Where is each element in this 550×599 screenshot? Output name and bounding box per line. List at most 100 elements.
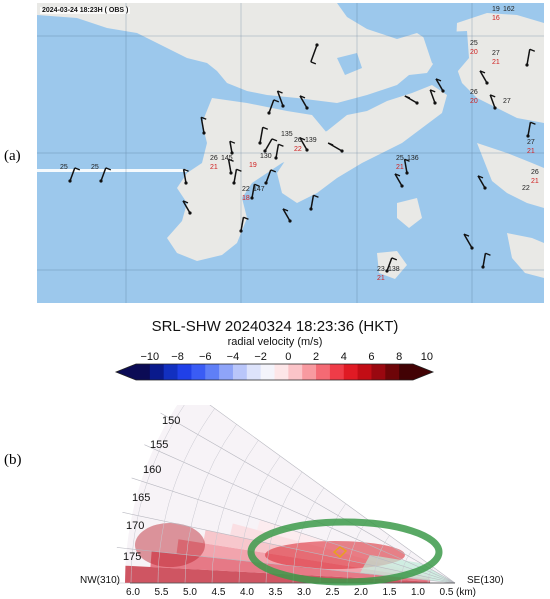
wind-barb [182,168,189,185]
weather-station: 27 [503,98,511,105]
station-temperature: 26 [210,155,218,162]
radar-range-label: 1.0 [411,587,425,598]
radar-right-direction-label: SE(130) [467,575,504,586]
radar-azimuth-label: 160 [143,464,161,476]
wind-barb [327,142,344,153]
wind-barb [263,138,278,153]
panel-label-b: (b) [4,452,22,468]
wind-barb [481,252,491,269]
station-value: 147 [253,186,265,193]
wind-barb [182,200,192,215]
wind-barb [239,216,249,233]
station-temperature: 26 [470,89,478,96]
colorbar-cell [302,364,317,380]
colorbar-cell [274,364,289,380]
wind-barb [404,95,419,105]
radar-left-direction-label: NW(310) [80,575,120,586]
colorbar-cell [399,364,414,380]
wind-barb [274,143,284,160]
wind-barb [200,116,207,135]
station-value: 130 [260,153,272,160]
colorbar-cell [136,364,151,380]
station-value: 138 [388,266,400,273]
wind-barb [229,140,236,155]
station-temperature: 22 [522,185,530,192]
wind-barb [68,167,81,183]
radar-velocity-core [135,523,205,567]
colorbar-label: radial velocity (m/s) [227,336,323,348]
colorbar-tick-label: 0 [285,351,291,363]
colorbar-title: SRL-SHW 20240324 18:23:36 (HKT) [151,318,399,335]
weather-station: 25 [91,164,99,171]
wind-barb [385,257,398,273]
wind-barb [489,94,497,110]
wind-barb [310,43,319,65]
wind-barb [526,121,536,138]
station-temperature: 25 [396,155,404,162]
radar-range-label: 5.0 [183,587,197,598]
radar-range-label: 1.5 [383,587,397,598]
radar-range-label: 0.5 [440,587,454,598]
radar-velocity-band [150,551,431,582]
highlight-ellipse [247,518,443,586]
colorbar-cell [385,364,400,380]
colorbar-tick-label: 4 [341,351,347,363]
station-red-value: 18 [242,195,250,202]
colorbar-tick-label: 2 [313,351,319,363]
radar-range-label: 2.0 [354,587,368,598]
radar-range-label: 4.5 [212,587,226,598]
colorbar-cell [163,364,178,380]
colorbar-cell [205,364,220,380]
radar-azimuth-label: 170 [126,520,144,532]
colorbar-cell [191,364,206,380]
radar-range-label: 5.5 [155,587,169,598]
station-red-value: 21 [377,275,385,282]
colorbar-tick-label: −10 [141,351,160,363]
colorbar-tick-label: 10 [421,351,433,363]
station-red-value: 21 [210,164,218,171]
wind-barb [479,70,489,85]
wind-barb [429,89,437,105]
colorbar: SRL-SHW 20240324 18:23:36 (HKT) radial v… [0,318,550,388]
radar-range-label: 4.0 [240,587,254,598]
wind-barb [227,158,234,175]
weather-station: 25 [60,164,68,171]
station-value: 136 [407,155,419,162]
radar-marker [332,546,348,559]
station-red-value: 21 [531,178,539,185]
radar-azimuth-label: 175 [123,551,141,563]
wind-barb [435,78,445,93]
weather-station: 135 [281,131,293,138]
colorbar-extend-left [116,364,136,380]
colorbar-cell [260,364,275,380]
colorbar-cell [371,364,386,380]
station-temperature: 25 [60,164,68,171]
radar-azimuth-label: 150 [162,415,180,427]
station-temperature: 26 [531,169,539,176]
colorbar-tick-label: −2 [254,351,267,363]
station-value: 145 [221,155,233,162]
weather-station: 22 [522,185,530,192]
colorbar-cell [232,364,248,380]
panel-label-a: (a) [4,148,21,164]
station-value: 162 [503,6,515,13]
station-value: 139 [305,137,317,144]
station-temperature: 27 [527,139,535,146]
wind-barb [232,168,242,185]
wind-barb [264,169,277,185]
wind-barb [394,173,404,188]
colorbar-cell [343,364,358,380]
colorbar-tick-label: −6 [199,351,212,363]
station-temperature: 26 [294,137,302,144]
station-red-value: 20 [470,49,478,56]
map-timestamp: 2024-03-24 18:23H ( OBS ) [40,7,131,14]
station-temperature: 22 [242,186,250,193]
station-temperature: 27 [492,50,500,57]
colorbar-tick-label: −8 [171,351,184,363]
